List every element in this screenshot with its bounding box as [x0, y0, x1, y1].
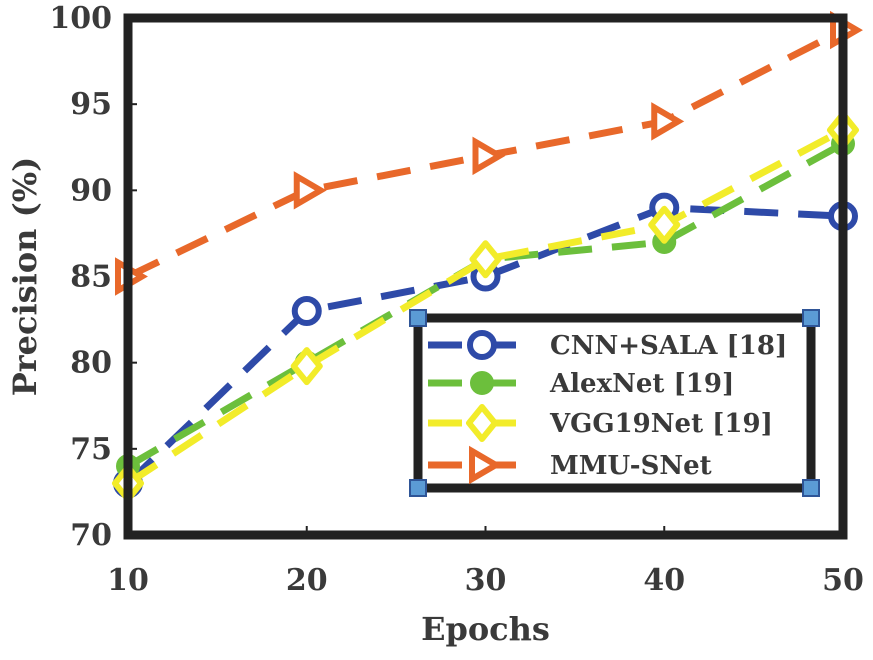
legend-corner-handle — [802, 479, 820, 497]
series-line — [126, 140, 845, 470]
data-point-marker — [648, 205, 681, 244]
x-tick-label: 40 — [643, 563, 685, 598]
legend-label: CNN+SALA [18] — [550, 331, 787, 361]
x-tick-label: 50 — [822, 563, 864, 598]
legend-corner-handle — [802, 309, 820, 327]
y-axis-label: Precision (%) — [6, 157, 44, 397]
x-axis-label: Epochs — [421, 610, 550, 648]
legend-entry: CNN+SALA [18] — [428, 330, 787, 361]
data-point-marker — [470, 371, 494, 395]
data-point-marker — [469, 445, 502, 485]
data-point-marker — [467, 330, 497, 360]
x-tick-label: 30 — [465, 563, 507, 598]
legend-corner-handle — [409, 479, 427, 497]
y-tick-label: 95 — [70, 87, 112, 122]
plot-frame — [123, 13, 848, 540]
series-line — [126, 126, 845, 487]
legend-entry: MMU-SNet — [428, 445, 712, 485]
y-tick-label: 80 — [70, 346, 112, 381]
data-point-marker — [466, 404, 498, 442]
legend-entry: AlexNet [19] — [428, 369, 734, 399]
y-tick-label: 75 — [70, 432, 112, 467]
y-tick-label: 90 — [70, 173, 112, 208]
data-point-marker — [290, 347, 323, 386]
y-tick-label: 100 — [49, 1, 112, 36]
axes: 10 20 30 40 50 70 75 80 85 90 95 100 — [49, 1, 864, 598]
data-point-marker — [469, 240, 502, 279]
y-tick-label: 70 — [70, 518, 112, 553]
data-point-marker — [291, 295, 322, 326]
legend-label: AlexNet [19] — [549, 369, 734, 399]
legend-label: MMU-SNet — [550, 451, 712, 481]
data-point-marker — [293, 171, 327, 210]
x-tick-label: 10 — [107, 563, 149, 598]
y-tick-label: 85 — [70, 260, 112, 295]
legend-entry: VGG19Net [19] — [428, 404, 773, 442]
data-point-marker — [651, 102, 685, 141]
series-4 — [115, 10, 863, 296]
x-tick-label: 20 — [286, 563, 328, 598]
data-point-marker — [472, 136, 506, 176]
legend: CNN+SALA [18] AlexNet [19] VGG19Net [19] MM… — [409, 309, 820, 497]
legend-label: VGG19Net [19] — [549, 409, 773, 439]
series-layer — [112, 10, 863, 503]
legend-corner-handle — [409, 309, 427, 327]
